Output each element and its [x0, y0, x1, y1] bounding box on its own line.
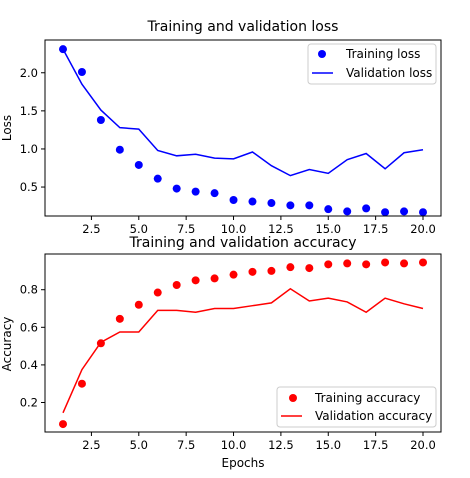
accuracy-chart-title: Training and validation accuracy: [128, 235, 356, 251]
training-loss-point: [400, 207, 409, 216]
training-accuracy-point: [305, 264, 314, 273]
accuracy-x-axis-label: Epochs: [222, 456, 265, 470]
training-loss-point: [210, 189, 219, 198]
loss-x-tick-label: 15.0: [315, 222, 341, 236]
training-accuracy-point: [191, 276, 200, 285]
loss-y-tick-label: 1.5: [20, 104, 38, 118]
loss-x-tick-label: 5.0: [130, 222, 148, 236]
accuracy-y-tick-label: 0.2: [20, 395, 38, 409]
training-loss-point: [115, 145, 124, 154]
training-loss-point: [286, 201, 295, 210]
accuracy-y-tick-label: 0.6: [20, 320, 38, 334]
validation-loss-line: [62, 48, 424, 177]
loss-chart-title: Training and validation loss: [147, 19, 339, 35]
training-loss-point: [381, 208, 390, 217]
legend-validation-accuracy-label: Validation accuracy: [315, 409, 432, 423]
training-loss-point: [343, 207, 352, 216]
accuracy-x-tick-label: 20.0: [410, 438, 436, 452]
loss-legend: Training loss Validation loss: [307, 43, 437, 85]
training-loss-point: [153, 174, 162, 183]
loss-x-tick-label: 12.5: [268, 222, 294, 236]
legend-training-loss-label: Training loss: [345, 47, 420, 61]
loss-chart: Training and validation loss Loss 2.5 5.0…: [0, 19, 442, 236]
training-accuracy-point: [77, 379, 86, 388]
training-accuracy-point: [419, 258, 427, 267]
legend-validation-loss-label: Validation loss: [346, 66, 432, 80]
training-accuracy-point: [286, 263, 295, 272]
training-accuracy-point: [153, 288, 162, 297]
training-loss-point: [229, 196, 238, 204]
training-loss-point: [134, 160, 143, 169]
loss-y-tick-label: 1.0: [20, 142, 38, 156]
loss-x-tick-label: 7.5: [177, 222, 195, 236]
training-accuracy-point: [324, 260, 333, 269]
accuracy-x-tick-label: 15.0: [315, 438, 341, 452]
accuracy-y-axis-label: Accuracy: [0, 317, 14, 372]
accuracy-x-tick-label: 17.5: [363, 438, 389, 452]
accuracy-y-tick-label: 0.8: [20, 283, 38, 297]
accuracy-x-tick-label: 2.5: [82, 438, 100, 452]
loss-x-tick-label: 10.0: [221, 222, 247, 236]
training-accuracy-point: [210, 274, 219, 283]
training-accuracy-point: [267, 266, 276, 275]
training-loss-point: [362, 204, 371, 213]
training-loss-point: [305, 201, 314, 210]
accuracy-x-tick-label: 7.5: [177, 438, 195, 452]
legend-training-accuracy-marker: [289, 394, 297, 402]
training-accuracy-point: [172, 281, 181, 290]
training-accuracy-point: [362, 260, 371, 269]
loss-axes-frame: [44, 39, 442, 217]
legend-training-accuracy-label: Training accuracy: [314, 391, 420, 405]
loss-plot-area: 2.5 5.0 7.5 10.0 12.5 15.0 17.5 20.0 0.5 1.0 1.5 2.…: [20, 45, 436, 236]
training-accuracy-point: [134, 300, 143, 309]
loss-x-tick-label: 20.0: [410, 222, 436, 236]
accuracy-x-tick-label: 10.0: [221, 438, 247, 452]
training-accuracy-point: [229, 270, 238, 279]
loss-x-tick-label: 2.5: [82, 222, 100, 236]
training-accuracy-point: [400, 259, 409, 268]
legend-training-loss-marker: [318, 50, 326, 58]
accuracy-legend-box: [276, 386, 437, 428]
training-accuracy-point: [115, 314, 124, 323]
training-loss-point: [248, 197, 257, 206]
training-loss-point: [267, 199, 276, 208]
training-loss-point: [324, 205, 333, 214]
training-accuracy-point: [381, 258, 390, 267]
validation-accuracy-line: [62, 287, 424, 414]
accuracy-x-tick-label: 12.5: [268, 438, 294, 452]
loss-y-tick-label: 0.5: [20, 180, 38, 194]
training-loss-point: [77, 68, 86, 76]
accuracy-chart: Training and validation accuracy Accurac…: [0, 235, 442, 470]
training-accuracy-point: [59, 420, 67, 429]
accuracy-legend: Training accuracy Validation accuracy: [276, 386, 437, 428]
training-loss-point: [96, 116, 105, 124]
training-loss-point: [419, 208, 427, 217]
loss-y-axis-label: Loss: [0, 115, 14, 141]
training-accuracy-point: [343, 259, 352, 268]
training-loss-point: [191, 187, 200, 196]
accuracy-y-tick-label: 0.4: [20, 358, 38, 372]
loss-x-tick-label: 17.5: [363, 222, 389, 236]
accuracy-axes-frame: [44, 253, 442, 433]
loss-y-tick-label: 2.0: [20, 66, 38, 80]
accuracy-plot-area: 2.5 5.0 7.5 10.0 12.5 15.0 17.5 20.0 0.2 0.4 0.6 0.…: [20, 258, 436, 452]
training-loss-point: [172, 184, 181, 193]
loss-legend-box: [307, 43, 437, 85]
accuracy-x-tick-label: 5.0: [130, 438, 148, 452]
training-accuracy-point: [248, 267, 257, 276]
